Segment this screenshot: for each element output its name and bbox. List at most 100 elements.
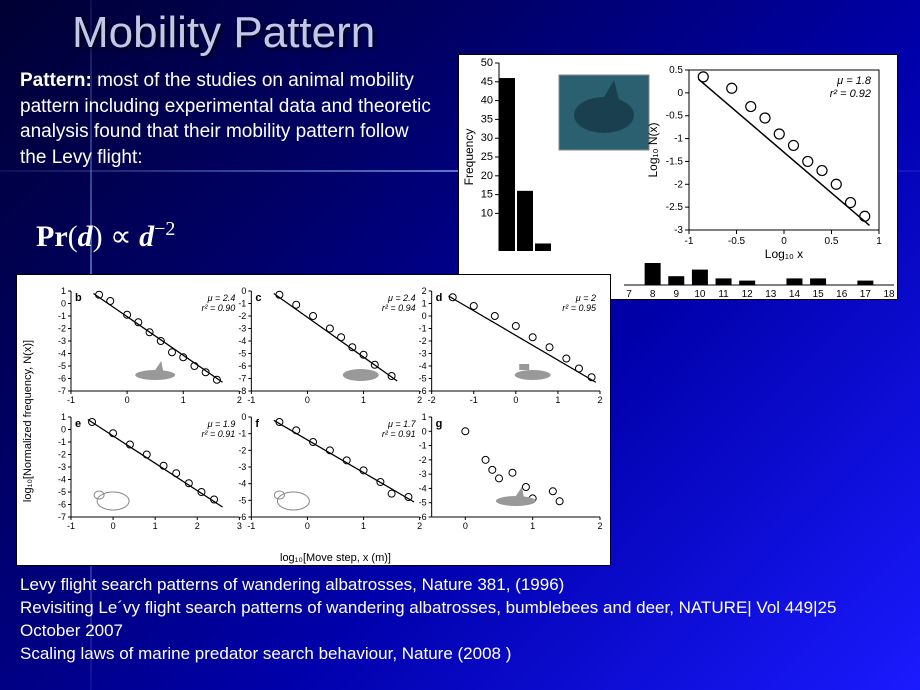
svg-text:-6: -6: [419, 512, 427, 522]
svg-text:0: 0: [125, 395, 130, 405]
svg-text:r² = 0.91: r² = 0.91: [382, 429, 416, 439]
formula: Pr(d) ∝ d−2: [36, 218, 175, 254]
svg-text:Log₁₀ x: Log₁₀ x: [765, 247, 803, 261]
svg-text:3: 3: [237, 521, 242, 531]
svg-text:-1: -1: [238, 429, 246, 439]
citations: Levy flight search patterns of wandering…: [20, 574, 900, 666]
svg-text:15: 15: [481, 189, 493, 201]
svg-text:-1: -1: [470, 395, 478, 405]
pattern-description: Pattern: most of the studies on animal m…: [20, 68, 435, 171]
svg-text:1: 1: [361, 521, 366, 531]
svg-text:-7: -7: [58, 386, 66, 396]
svg-text:18: 18: [883, 289, 895, 300]
svg-text:1: 1: [422, 299, 427, 309]
svg-text:zooplankton (g m⁻³): zooplankton (g m⁻³): [706, 299, 812, 301]
svg-text:-7: -7: [58, 512, 66, 522]
svg-text:1: 1: [153, 521, 158, 531]
svg-text:45: 45: [481, 76, 493, 88]
svg-text:-1: -1: [685, 236, 694, 247]
svg-text:-3: -3: [238, 462, 246, 472]
svg-text:10: 10: [694, 289, 706, 300]
svg-text:μ = 1.9: μ = 1.9: [207, 419, 236, 429]
six-panel-svg: -1012-7-6-5-4-3-2-101bμ = 2.4r² = 0.90-1…: [17, 275, 612, 567]
citation-2: Revisiting Le´vy flight search patterns …: [20, 597, 900, 643]
svg-text:-3: -3: [58, 336, 66, 346]
svg-text:0: 0: [61, 299, 66, 309]
svg-text:10: 10: [481, 207, 493, 219]
svg-text:-8: -8: [238, 386, 246, 396]
svg-text:Log₁₀ N(x): Log₁₀ N(x): [646, 122, 660, 177]
svg-text:-4: -4: [238, 479, 246, 489]
top-chart-svg: 101520253035404550Frequency-1-0.500.51-3…: [459, 55, 899, 301]
svg-text:-6: -6: [58, 374, 66, 384]
svg-text:Frequency: Frequency: [462, 129, 476, 186]
svg-text:r² = 0.92: r² = 0.92: [830, 88, 871, 100]
svg-text:0: 0: [422, 426, 427, 436]
svg-text:1: 1: [181, 395, 186, 405]
svg-text:μ = 2.4: μ = 2.4: [387, 293, 416, 303]
svg-text:0: 0: [241, 412, 246, 422]
svg-text:0: 0: [513, 395, 518, 405]
svg-text:0.5: 0.5: [669, 65, 683, 76]
svg-text:d: d: [436, 292, 443, 304]
svg-text:μ = 2.4: μ = 2.4: [207, 293, 236, 303]
svg-text:-5: -5: [238, 495, 246, 505]
svg-text:-1: -1: [419, 441, 427, 451]
svg-text:2: 2: [422, 286, 427, 296]
svg-text:2: 2: [417, 395, 422, 405]
svg-text:0: 0: [241, 286, 246, 296]
pattern-label: Pattern:: [20, 70, 92, 91]
svg-text:-6: -6: [238, 512, 246, 522]
citation-1: Levy flight search patterns of wandering…: [20, 574, 900, 597]
svg-text:1: 1: [61, 286, 66, 296]
six-panel-chart: -1012-7-6-5-4-3-2-101bμ = 2.4r² = 0.90-1…: [16, 274, 611, 566]
svg-text:2: 2: [417, 521, 422, 531]
svg-text:-4: -4: [419, 483, 427, 493]
svg-text:log₁₀[Normalized frequency, N(: log₁₀[Normalized frequency, N(x)]: [22, 340, 34, 502]
citation-3: Scaling laws of marine predator search b…: [20, 643, 900, 666]
svg-text:-5: -5: [419, 498, 427, 508]
svg-text:1: 1: [61, 412, 66, 422]
svg-text:c: c: [255, 292, 261, 304]
svg-text:15: 15: [813, 289, 825, 300]
svg-text:-1: -1: [419, 324, 427, 334]
svg-text:f: f: [255, 418, 259, 430]
svg-text:-0.5: -0.5: [666, 111, 684, 122]
svg-text:2: 2: [597, 395, 602, 405]
svg-text:-1: -1: [674, 134, 683, 145]
svg-text:log₁₀[Move step, x (m)]: log₁₀[Move step, x (m)]: [280, 552, 391, 564]
svg-text:0.5: 0.5: [825, 236, 839, 247]
svg-text:0: 0: [305, 395, 310, 405]
svg-text:-4: -4: [419, 361, 427, 371]
svg-text:16: 16: [836, 289, 848, 300]
svg-text:-1: -1: [238, 299, 246, 309]
svg-text:25: 25: [481, 151, 493, 163]
svg-text:30: 30: [481, 132, 493, 144]
svg-text:g: g: [436, 418, 443, 430]
svg-text:50: 50: [481, 57, 493, 69]
svg-text:-6: -6: [238, 361, 246, 371]
svg-text:2: 2: [237, 395, 242, 405]
svg-text:0: 0: [422, 311, 427, 321]
svg-text:7: 7: [626, 289, 632, 300]
svg-text:35: 35: [481, 113, 493, 125]
svg-text:1: 1: [530, 521, 535, 531]
svg-text:-2.5: -2.5: [666, 202, 684, 213]
svg-text:-3: -3: [419, 349, 427, 359]
svg-text:-1: -1: [67, 521, 75, 531]
svg-text:17: 17: [860, 289, 872, 300]
svg-text:-3: -3: [674, 225, 683, 236]
svg-text:-3: -3: [58, 462, 66, 472]
svg-text:r² = 0.95: r² = 0.95: [562, 303, 597, 313]
svg-text:0: 0: [463, 521, 468, 531]
svg-text:2: 2: [597, 521, 602, 531]
svg-text:-2: -2: [58, 450, 66, 460]
svg-text:-2: -2: [238, 445, 246, 455]
svg-text:-5: -5: [419, 374, 427, 384]
svg-text:-3: -3: [419, 469, 427, 479]
svg-text:9: 9: [673, 289, 679, 300]
svg-text:0: 0: [677, 88, 683, 99]
svg-text:-2: -2: [419, 336, 427, 346]
svg-text:-4: -4: [238, 336, 246, 346]
svg-text:-2: -2: [428, 395, 436, 405]
